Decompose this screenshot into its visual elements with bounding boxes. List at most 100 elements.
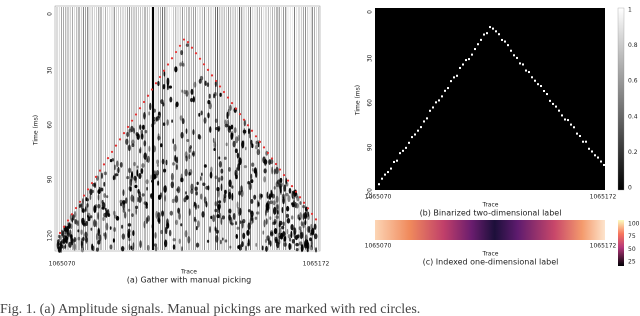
wavelet bbox=[121, 233, 126, 240]
label-pixel bbox=[525, 69, 527, 72]
wavelet bbox=[70, 237, 74, 246]
wavelet bbox=[279, 183, 282, 190]
wavelet bbox=[170, 172, 174, 181]
wavelet bbox=[250, 199, 254, 204]
wavelet bbox=[122, 208, 126, 213]
wavelet bbox=[278, 222, 281, 228]
label-pixel bbox=[561, 114, 563, 117]
wavelet bbox=[212, 214, 216, 223]
wavelet bbox=[224, 189, 227, 195]
wavelet bbox=[148, 111, 151, 116]
label-pixel bbox=[591, 150, 593, 153]
wavelet bbox=[288, 237, 292, 242]
wavelet bbox=[141, 193, 145, 197]
wavelet bbox=[250, 210, 254, 218]
wavelet bbox=[265, 245, 268, 252]
label-pixel bbox=[486, 32, 488, 35]
wavelet bbox=[175, 101, 179, 108]
wavelet bbox=[254, 216, 258, 220]
wavelet bbox=[247, 238, 250, 247]
wavelet bbox=[131, 143, 135, 148]
wavelet bbox=[273, 221, 277, 225]
y-tick-label: 90 bbox=[367, 143, 374, 151]
y-axis-label: Time (ms) bbox=[355, 85, 362, 116]
pick-marker bbox=[102, 163, 106, 166]
pick-marker bbox=[182, 38, 186, 41]
wavelet bbox=[64, 230, 67, 235]
wavelet bbox=[176, 188, 179, 192]
wavelet bbox=[77, 220, 79, 227]
wavelet bbox=[105, 222, 109, 231]
wavelet bbox=[178, 212, 181, 220]
wavelet bbox=[56, 241, 60, 250]
wavelet bbox=[85, 220, 88, 227]
wavelet bbox=[282, 231, 286, 237]
pick-marker bbox=[230, 101, 234, 105]
label-pixel bbox=[576, 132, 578, 135]
panel-a: 0 30 60 90 120 Time (ms) 1065070 1065172 Trace(a… bbox=[33, 5, 330, 285]
y-tick-label: 60 bbox=[367, 99, 374, 107]
wavelet bbox=[66, 228, 70, 235]
wavelet bbox=[298, 226, 302, 231]
wavelet bbox=[60, 229, 64, 237]
wavelet bbox=[169, 96, 173, 103]
wavelet bbox=[275, 181, 279, 188]
wavelet bbox=[224, 239, 228, 243]
wavelet bbox=[282, 221, 285, 227]
wavelet bbox=[217, 189, 220, 198]
wavelet bbox=[185, 155, 188, 162]
wavelet bbox=[293, 230, 297, 238]
wavelet bbox=[234, 148, 238, 154]
wavelet bbox=[230, 132, 234, 140]
pick-marker bbox=[150, 88, 154, 91]
wavelet bbox=[128, 128, 132, 133]
wavelet bbox=[268, 193, 272, 201]
pick-marker bbox=[314, 218, 318, 221]
wavelet bbox=[186, 139, 190, 143]
wavelet bbox=[163, 185, 167, 193]
wavelet bbox=[283, 242, 287, 247]
wavelet bbox=[228, 191, 232, 200]
wavelet bbox=[286, 228, 289, 235]
label-pixel bbox=[438, 99, 440, 102]
wavelet bbox=[127, 144, 131, 152]
wavelet bbox=[173, 143, 177, 152]
pick-marker bbox=[174, 50, 178, 54]
wavelet bbox=[283, 236, 287, 242]
wavelet bbox=[306, 245, 310, 253]
wavelet bbox=[253, 194, 257, 200]
pick-marker bbox=[282, 173, 286, 177]
pick-marker bbox=[142, 100, 146, 104]
pick-marker bbox=[114, 144, 118, 147]
wavelet bbox=[168, 85, 173, 89]
wavelet bbox=[214, 208, 218, 213]
label-pixel bbox=[495, 30, 497, 33]
wavelet bbox=[302, 213, 305, 221]
label-pixel bbox=[489, 26, 491, 29]
pick-marker bbox=[294, 190, 298, 193]
label-pixel bbox=[519, 62, 521, 65]
wavelet bbox=[133, 127, 135, 134]
wavelet bbox=[181, 246, 183, 252]
wavelet bbox=[296, 196, 300, 202]
wavelet bbox=[112, 238, 115, 243]
wavelet bbox=[248, 182, 252, 191]
wavelet bbox=[174, 195, 179, 203]
x-axis-label: Trace bbox=[482, 202, 499, 209]
wavelet bbox=[214, 227, 217, 231]
wavelet bbox=[166, 119, 169, 126]
wavelet bbox=[188, 208, 191, 216]
wavelet bbox=[87, 216, 91, 222]
wavelet bbox=[236, 201, 239, 209]
wavelet bbox=[131, 139, 135, 145]
wavelet bbox=[164, 226, 168, 235]
label-pixel bbox=[585, 140, 587, 143]
wavelet bbox=[154, 232, 157, 239]
wavelet bbox=[131, 213, 134, 218]
wavelet bbox=[154, 245, 158, 252]
wavelet bbox=[85, 197, 88, 202]
label-pixel bbox=[450, 80, 452, 83]
wavelet bbox=[228, 208, 232, 214]
pick-marker bbox=[178, 44, 182, 47]
label-pixel bbox=[513, 54, 515, 57]
